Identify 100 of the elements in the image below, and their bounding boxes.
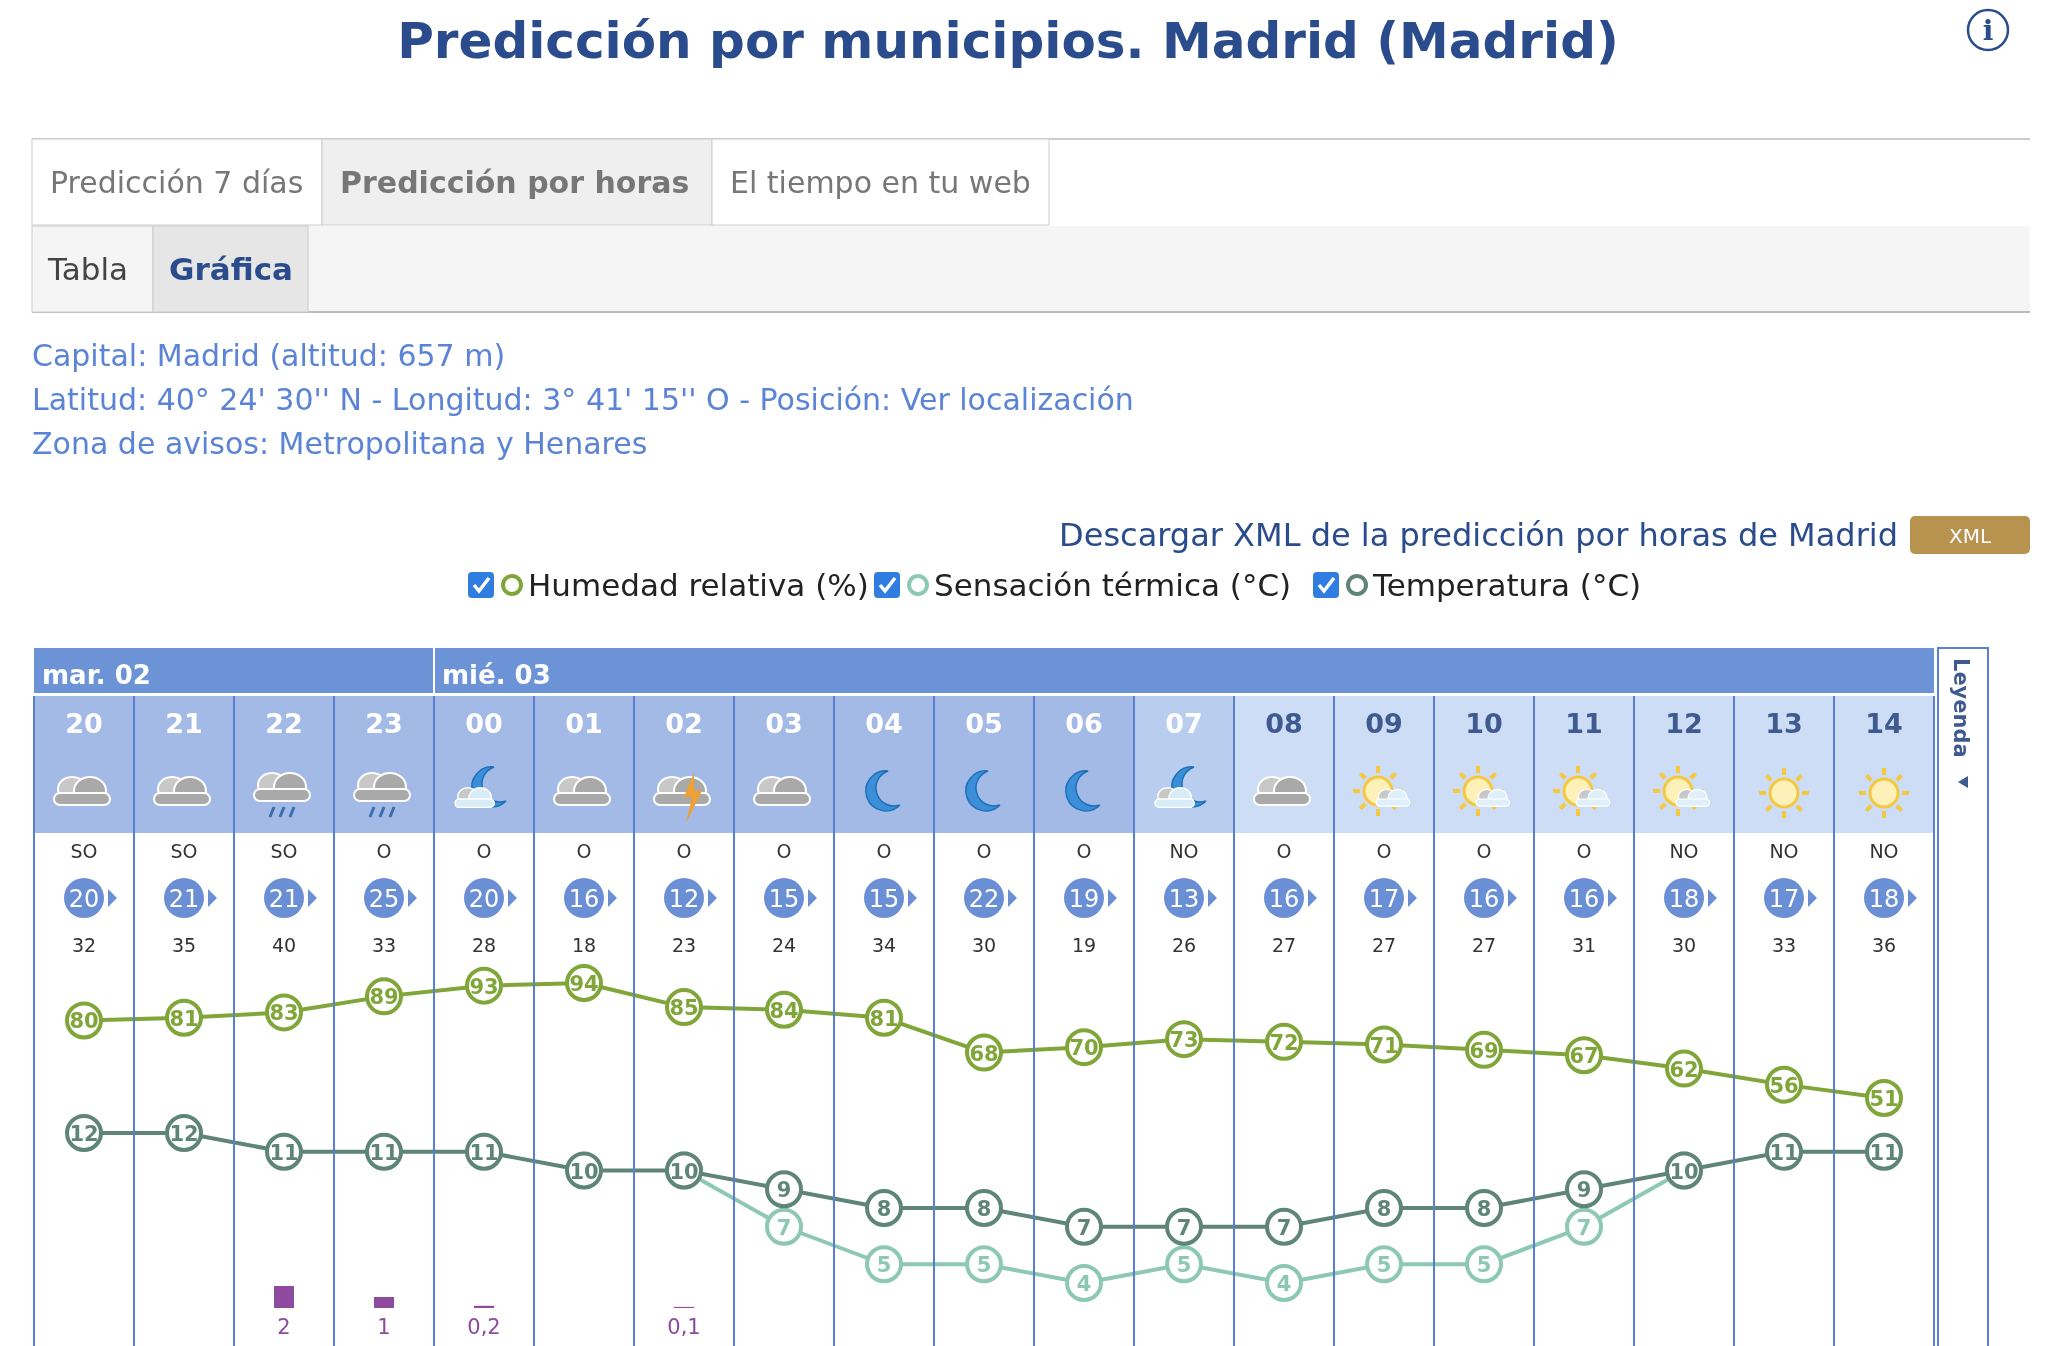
x-tick-label: 22 [265,708,303,739]
x-tick-label: 09 [1365,708,1403,739]
data-label: 81 [869,1006,899,1031]
data-label: 81 [169,1006,199,1031]
data-label: 11 [269,1140,299,1165]
data-label: 19 [1068,885,1100,913]
data-label: 93 [469,974,499,999]
text: O [876,840,892,862]
data-label: 11 [1769,1140,1799,1165]
data-label: 2 [277,1315,291,1339]
data-label: 18 [1668,885,1700,913]
data-label: 56 [1769,1073,1799,1098]
data-label: 9 [1576,1178,1592,1203]
data-label: 85 [669,996,699,1021]
x-tick-label: 23 [365,708,403,739]
data-label: 20 [468,885,500,913]
bar [374,1297,394,1308]
x-tick-label: 10 [1465,708,1503,739]
data-label: 17 [1768,885,1800,913]
data-label: 7 [776,1215,792,1240]
text: SO [270,840,298,862]
data-label: 8 [876,1197,892,1221]
data-label: 80 [69,1009,99,1034]
data-label: 27 [1371,934,1397,956]
data-label: 0,1 [667,1315,701,1339]
x-tick-label: 00 [465,708,503,739]
text: Tabla [47,251,129,287]
data-label: 27 [1471,934,1497,956]
data-label: 24 [771,934,797,956]
text: O [1076,840,1092,862]
data-label: 11 [369,1140,399,1165]
x-tick-label: 01 [565,708,603,739]
text: Zona de avisos: Metropolitana y Henares [32,426,648,461]
legend-label: Sensación térmica (°C) [934,567,1292,603]
data-label: 9 [776,1178,792,1203]
data-label: 17 [1368,885,1400,913]
data-label: 20 [68,885,100,913]
data-label: 13 [1168,885,1200,913]
data-label: 25 [368,885,400,913]
data-label: 70 [1069,1036,1099,1061]
text: O [1376,840,1392,862]
data-label: 16 [1468,885,1500,913]
data-label: 71 [1369,1033,1399,1058]
data-label: 5 [976,1253,992,1278]
data-label: 33 [1771,934,1797,956]
x-tick-label: 02 [665,708,703,739]
data-label: 1 [377,1315,391,1339]
data-label: 7 [1576,1215,1592,1240]
data-label: 30 [971,934,997,956]
data-label: 19 [1071,934,1097,956]
x-tick-label: 06 [1065,708,1103,739]
data-label: 15 [768,885,800,913]
data-label: 10 [569,1159,599,1184]
x-tick-label: 05 [965,708,1003,739]
data-label: 7 [1176,1215,1192,1240]
text: Predicción por municipios. Madrid (Madrid) [397,12,1619,70]
bar [474,1305,494,1308]
data-label: 16 [568,885,600,913]
text: NO [1669,840,1699,862]
text: NO [1169,840,1199,862]
data-label: 4 [1276,1272,1292,1296]
text: Predicción por horas [340,165,690,200]
data-label: 67 [1569,1044,1599,1069]
text: mar. 02 [42,660,151,690]
data-label: 7 [1076,1215,1092,1240]
x-tick-label: 13 [1765,708,1803,739]
data-label: 18 [571,934,597,956]
x-tick-label: 04 [865,708,903,739]
data-label: 27 [1271,934,1297,956]
text: El tiempo en tu web [730,165,1031,200]
x-tick-label: 21 [165,708,203,739]
text: O [1476,840,1492,862]
data-label: 72 [1269,1030,1299,1055]
data-label: 83 [269,1001,299,1026]
data-label: 21 [168,885,200,913]
data-label: 69 [1469,1038,1499,1063]
text: O [476,840,492,862]
data-label: 8 [1476,1197,1492,1221]
text: Capital: Madrid (altitud: 657 m) [32,338,506,373]
data-label: 16 [1568,885,1600,913]
legend-label: Humedad relativa (%) [528,567,869,603]
x-tick-label: 14 [1865,708,1903,739]
data-label: 10 [1669,1159,1699,1184]
data-label: 5 [1376,1253,1392,1278]
text: Predicción 7 días [50,165,304,200]
data-label: 94 [569,972,599,996]
x-tick-label: 07 [1165,708,1203,739]
data-label: 11 [469,1140,499,1165]
data-label: 84 [769,998,799,1023]
data-label: 0,2 [467,1315,501,1339]
data-label: 12 [69,1122,99,1146]
data-label: 11 [1869,1140,1899,1165]
data-label: 7 [1276,1215,1292,1240]
text: NO [1769,840,1799,862]
data-label: 15 [868,885,900,913]
data-label: 23 [671,934,697,956]
data-label: 16 [1268,885,1300,913]
data-label: 30 [1671,934,1697,956]
text: Gráfica [169,251,293,287]
data-label: 33 [371,934,397,956]
